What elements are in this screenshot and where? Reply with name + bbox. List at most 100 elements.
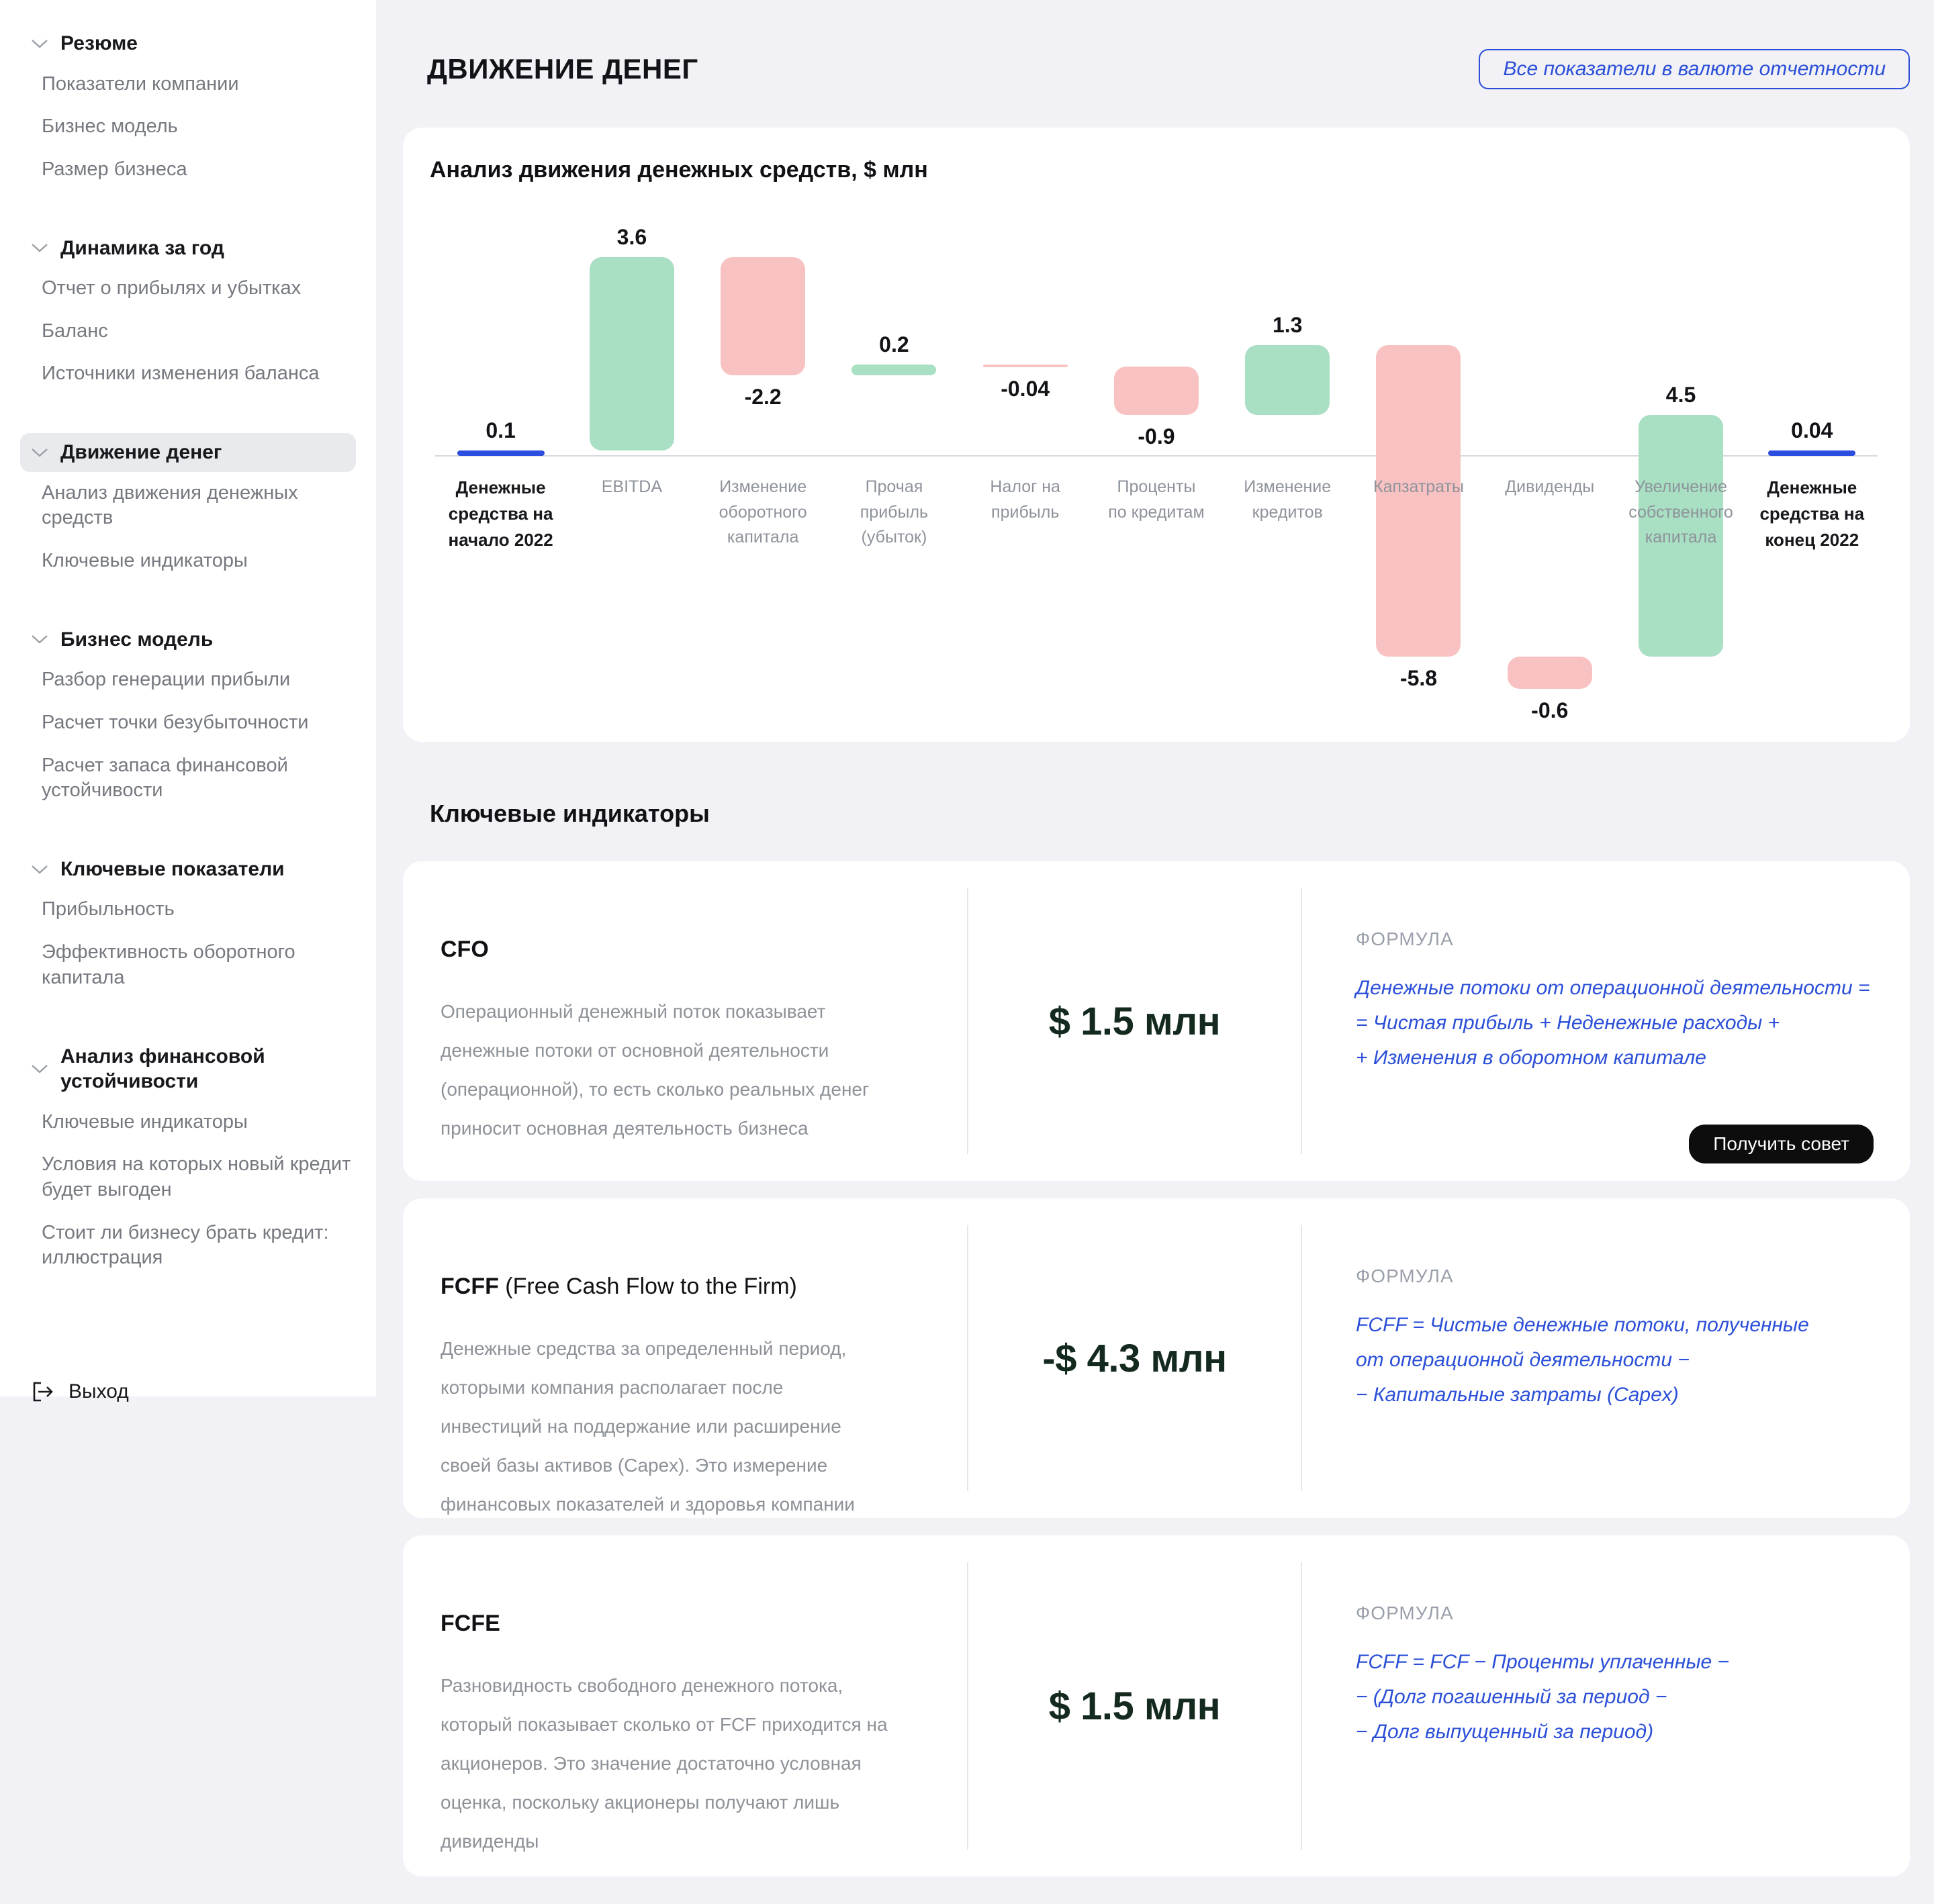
waterfall-bar — [1507, 657, 1592, 689]
formula-lines: FCFF = Чистые денежные потоки, полученны… — [1356, 1315, 1883, 1405]
indicator-card-fcfe: FCFE Разновидность свободного денежного п… — [403, 1535, 1910, 1876]
waterfall-bar — [457, 450, 545, 456]
sidebar-section-header-0[interactable]: Резюме — [20, 24, 356, 63]
chart-column: -2.2 Изменение оборотного капитала — [698, 228, 829, 711]
divider — [967, 1225, 968, 1491]
formula-lines: Денежные потоки от операционной деятельн… — [1356, 978, 1883, 1068]
page-header: ДВИЖЕНИЕ ДЕНЕГ Все показатели в валюте о… — [427, 48, 1910, 90]
chart-zero-axis — [435, 455, 1878, 457]
chevron-down-icon — [31, 634, 48, 645]
sidebar-section-header-1[interactable]: Динамика за год — [20, 229, 356, 268]
divider — [1301, 1225, 1302, 1491]
waterfall-bar — [851, 365, 937, 375]
sidebar-section: Резюме Показатели компании Бизнес модель Ра… — [20, 24, 356, 191]
sidebar-item[interactable]: Отчет о прибылях и убытках — [42, 277, 302, 299]
bar-value-label: -2.2 — [744, 385, 782, 409]
get-advice-button[interactable]: Получить совет — [1689, 1125, 1874, 1163]
sidebar-item[interactable]: Условия на которых новый кредит будет вы… — [42, 1153, 351, 1200]
chart-column: -5.8 Капзатраты — [1353, 228, 1484, 711]
sidebar-section-label: Бизнес модель — [60, 628, 214, 651]
sidebar-item[interactable]: Источники изменения баланса — [42, 363, 320, 385]
logout-button[interactable]: Выход — [31, 1380, 356, 1403]
sidebar-item[interactable]: Ключевые индикаторы — [42, 1110, 248, 1133]
indicator-info: FCFE Разновидность свободного денежного п… — [403, 1535, 967, 1876]
indicators-heading: Ключевые индикаторы — [430, 800, 710, 827]
bar-value-label: 3.6 — [616, 225, 647, 249]
sidebar-item[interactable]: Показатели компании — [42, 73, 239, 95]
chart-column: 4.5 Увеличение собственного капитала — [1615, 228, 1746, 711]
sidebar-item[interactable]: Баланс — [42, 320, 108, 342]
sidebar-item[interactable]: Бизнес модель — [42, 115, 178, 138]
sidebar-section: Бизнес модель Разбор генерации прибыли Рас… — [20, 620, 356, 812]
sidebar-section-label: Движение денег — [60, 441, 222, 464]
sidebar-item[interactable]: Расчет запаса финансовой устойчивости — [42, 754, 288, 802]
formula-line: от операционной деятельности − — [1356, 1349, 1690, 1371]
waterfall-bar — [1245, 345, 1330, 416]
sidebar-item[interactable]: Стоит ли бизнесу брать кредит: иллюстрац… — [42, 1221, 329, 1269]
indicator-value: -$ 4.3 млн — [1042, 1336, 1227, 1380]
sidebar-item[interactable]: Эффективность оборотного капитала — [42, 941, 295, 988]
indicator-cards: CFO Операционный денежный поток показывае… — [403, 861, 1910, 1876]
sidebar-section-label: Ключевые показатели — [60, 857, 285, 880]
currency-note-button[interactable]: Все показатели в валюте отчетности — [1479, 49, 1910, 89]
sidebar-section-header-4[interactable]: Ключевые показатели — [20, 850, 356, 889]
sidebar-item[interactable]: Размер бизнеса — [42, 158, 187, 180]
formula-label: ФОРМУЛА — [1356, 1266, 1454, 1286]
formula-line: FCFF = Чистые денежные потоки, полученны… — [1356, 1314, 1809, 1336]
waterfall-bar — [721, 257, 806, 375]
sidebar-section-label: Динамика за год — [60, 236, 224, 259]
logout-icon — [33, 1382, 53, 1402]
chevron-down-icon — [31, 447, 48, 458]
bar-value-label: -0.6 — [1531, 698, 1569, 723]
sidebar-item[interactable]: Анализ движения денежных средств — [42, 481, 298, 529]
bar-category-label: Денежные средства на конец 2022 — [1759, 477, 1865, 550]
bar-value-label: 4.5 — [1665, 383, 1696, 408]
formula-area: ФОРМУЛА FCFF = FCF − Проценты уплаченные … — [1302, 1535, 1910, 1876]
sidebar-nav: Резюме Показатели компании Бизнес модель Ра… — [20, 24, 356, 1280]
indicator-title: CFO — [441, 937, 489, 962]
waterfall-chart: 0.1 Денежные средства на начало 2022 3.6 EB… — [435, 225, 1878, 722]
chevron-down-icon — [31, 242, 48, 253]
indicator-value-area: -$ 4.3 млн — [968, 1198, 1301, 1518]
sidebar-item[interactable]: Прибыльность — [42, 898, 175, 920]
bar-value-label: -0.04 — [1001, 377, 1050, 401]
sidebar-section-header-2[interactable]: Движение денег — [20, 433, 356, 472]
bar-category-label: EBITDA — [601, 477, 663, 496]
formula-lines: FCFF = FCF − Проценты уплаченные − − (Дол… — [1356, 1652, 1883, 1742]
sidebar-section-header-3[interactable]: Бизнес модель — [20, 620, 356, 659]
bar-category-label: Изменение оборотного капитала — [719, 477, 807, 546]
sidebar-section-label: Анализ финансовой устойчивости — [60, 1045, 265, 1093]
formula-line: − (Долг погашенный за период − — [1356, 1686, 1667, 1708]
divider — [967, 888, 968, 1154]
indicator-value: $ 1.5 млн — [1048, 999, 1221, 1043]
indicator-info: CFO Операционный денежный поток показывае… — [403, 861, 967, 1181]
indicator-title: FCFF (Free Cash Flow to the Firm) — [441, 1274, 797, 1299]
sidebar-section: Динамика за год Отчет о прибылях и убытка… — [20, 229, 356, 396]
chevron-down-icon — [31, 38, 48, 49]
formula-line: + Изменения в оборотном капитале — [1356, 1047, 1706, 1069]
chart-column: 0.2 Прочая прибыль (убыток) — [829, 228, 960, 711]
page-title: ДВИЖЕНИЕ ДЕНЕГ — [427, 53, 698, 85]
sidebar-item[interactable]: Ключевые индикаторы — [42, 550, 248, 571]
sidebar: Резюме Показатели компании Бизнес модель Ра… — [0, 0, 376, 1402]
chart-column: 3.6 EBITDA — [566, 225, 697, 711]
indicator-title: FCFE — [441, 1611, 500, 1636]
bar-category-label: Денежные средства на начало 2022 — [448, 477, 553, 550]
formula-area: ФОРМУЛА Денежные потоки от операционной д… — [1302, 861, 1910, 1181]
divider — [1301, 888, 1302, 1154]
chart-column: -0.6 Дивиденды — [1484, 228, 1615, 722]
sidebar-section-header-5[interactable]: Анализ финансовой устойчивости — [20, 1037, 356, 1101]
bar-value-label: -0.9 — [1138, 424, 1175, 449]
chart-columns: 0.1 Денежные средства на начало 2022 3.6 EB… — [435, 225, 1878, 722]
waterfall-bar — [1639, 415, 1724, 657]
waterfall-bar — [1768, 450, 1856, 456]
chart-title: Анализ движения денежных средств, $ млн — [430, 157, 928, 183]
sidebar-item[interactable]: Разбор генерации прибыли — [42, 669, 291, 691]
bar-value-label: 0.2 — [879, 332, 909, 356]
sidebar-section-label: Резюме — [60, 32, 138, 54]
bar-category-label: Налог на прибыль — [990, 477, 1060, 522]
divider — [967, 1562, 968, 1850]
chart-column: 0.1 Денежные средства на начало 2022 — [435, 228, 566, 711]
sidebar-item[interactable]: Расчет точки безубыточности — [42, 711, 309, 733]
bar-value-label: 1.3 — [1272, 313, 1303, 338]
